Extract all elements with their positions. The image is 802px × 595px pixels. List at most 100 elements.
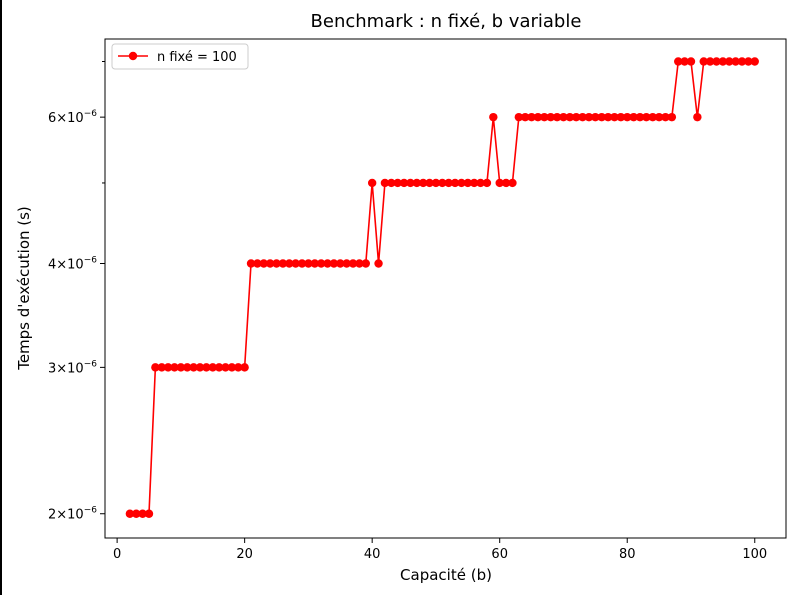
data-point: [125, 509, 135, 518]
data-point: [144, 509, 154, 518]
data-point: [183, 363, 192, 372]
data-point: [725, 57, 734, 66]
data-point: [336, 259, 345, 268]
data-point: [132, 509, 141, 518]
data-point: [489, 112, 498, 122]
data-point: [514, 112, 524, 122]
data-point: [342, 259, 351, 268]
data-point: [425, 178, 434, 188]
data-point: [214, 363, 224, 372]
data-point: [418, 178, 428, 188]
data-point: [546, 112, 555, 122]
data-point: [329, 259, 339, 268]
data-point: [265, 259, 275, 268]
data-point: [495, 178, 504, 188]
data-point: [227, 363, 237, 372]
data-point: [686, 57, 696, 66]
data-point: [151, 363, 160, 372]
data-point: [737, 57, 747, 66]
data-point: [221, 363, 230, 372]
data-point: [272, 259, 281, 268]
data-point: [661, 112, 670, 122]
data-point: [355, 259, 364, 268]
data-point: [259, 259, 268, 268]
data-point: [591, 112, 600, 122]
data-point: [285, 259, 294, 268]
data-point: [291, 259, 300, 268]
data-point: [642, 112, 651, 122]
data-point: [412, 178, 422, 188]
x-tick-label: 40: [364, 547, 381, 562]
data-point: [584, 112, 594, 122]
legend: n fixé = 100: [111, 43, 249, 70]
data-point: [629, 112, 638, 122]
data-point: [380, 178, 390, 188]
data-point: [540, 112, 549, 122]
data-point: [406, 178, 415, 188]
data-point: [654, 112, 664, 122]
data-point: [310, 259, 319, 268]
data-point: [195, 363, 205, 372]
data-point: [304, 259, 313, 268]
data-point: [572, 112, 581, 122]
data-point: [176, 363, 186, 372]
data-point: [431, 178, 441, 188]
data-point: [667, 112, 677, 122]
data-point: [476, 178, 485, 188]
data-point: [361, 259, 370, 268]
data-point: [610, 112, 619, 122]
legend-label: n fixé = 100: [157, 50, 237, 65]
data-point: [521, 112, 530, 122]
y-tick-label: 6×10−6: [48, 109, 97, 126]
y-axis: 2×10−6 3×10−6 4×10−6 6×10−6: [48, 60, 105, 523]
data-point: [278, 259, 288, 268]
x-tick-label: 100: [742, 547, 767, 562]
x-tick-label: 80: [619, 547, 636, 562]
data-point: [718, 57, 728, 66]
data-point: [693, 112, 702, 122]
data-point: [731, 57, 740, 66]
data-point: [457, 178, 466, 188]
data-point: [297, 259, 307, 268]
y-axis-label: Temps d'exécution (s): [15, 206, 33, 371]
data-point: [744, 57, 753, 66]
x-tick-label: 60: [491, 547, 508, 562]
data-point: [578, 112, 587, 122]
data-point: [463, 178, 473, 188]
data-point: [565, 112, 575, 122]
data-point: [253, 259, 262, 268]
data-point: [527, 112, 536, 122]
data-point: [399, 178, 409, 188]
data-point: [533, 112, 543, 122]
chart-title: Benchmark : n fixé, b variable: [311, 11, 582, 32]
data-point: [202, 363, 211, 372]
data-point: [501, 178, 511, 188]
data-point: [603, 112, 613, 122]
y-tick-label: 4×10−6: [48, 256, 97, 273]
data-point: [240, 363, 249, 372]
data-point: [444, 178, 453, 188]
y-tick-label: 3×10−6: [48, 359, 97, 376]
data-point: [750, 57, 759, 66]
data-point: [367, 178, 377, 188]
data-point: [316, 259, 326, 268]
data-point: [635, 112, 645, 122]
data-point: [597, 112, 606, 122]
data-point: [138, 509, 147, 518]
data-point: [482, 178, 492, 188]
data-point: [674, 57, 683, 66]
data-point: [616, 112, 626, 122]
window-edge: [0, 0, 2, 595]
x-tick-label: 20: [236, 547, 253, 562]
data-point: [246, 259, 256, 268]
data-point: [208, 363, 217, 372]
plot-frame: [104, 38, 787, 539]
data-point: [508, 178, 517, 188]
data-point: [699, 57, 708, 66]
data-point: [469, 178, 479, 188]
data-point: [163, 363, 173, 372]
data-point: [348, 259, 358, 268]
series-layer: [125, 57, 759, 518]
data-point: [157, 363, 166, 372]
